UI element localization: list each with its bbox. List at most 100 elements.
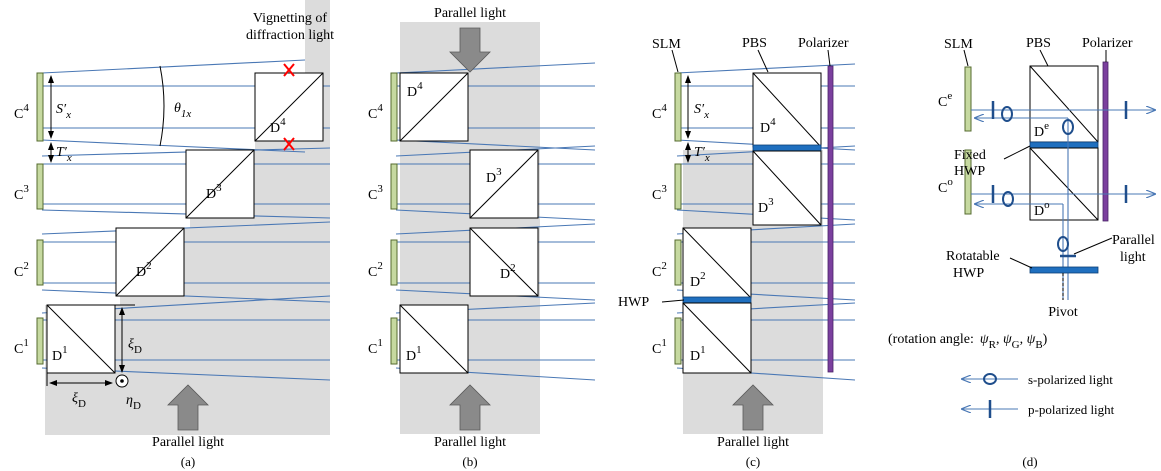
label-do: Do [1034,199,1050,219]
label-d4: D4 [270,116,286,136]
panel-c: SLM PBS Polarizer HWP C4 C3 C2 C1 D4 D3 … [618,36,856,469]
slm-c3 [36,163,44,210]
slm-label-c: SLM [652,37,681,52]
fixed-hwp [1029,141,1099,149]
slm-c-c1 [674,317,682,365]
label-c4: C4 [14,102,29,122]
label-b-d3: D3 [486,166,502,186]
theta-arc [159,65,165,147]
polarizer-d [1102,61,1109,222]
fixed-hwp-label-line1: Fixed [954,148,986,163]
legend-s-polarized: s-polarized light [962,372,1113,387]
parallel-light-arrow-down [449,27,491,73]
label-c-d1: D1 [690,344,706,364]
slm-c4 [36,72,44,142]
label-c-c4: C4 [652,102,667,122]
parallel-light-arrow-up-c [732,384,774,431]
top-label-b: Parallel light [434,6,506,21]
label-c-sx: S′x [694,102,709,121]
label-c-d2: D2 [690,270,706,290]
hwp-label-c: HWP [618,295,649,310]
legend-p-label: p-polarized light [1028,402,1115,417]
vignetting-label-line2: diffraction light [246,28,334,43]
polarizer-label-c: Polarizer [798,36,849,51]
label-co: Co [938,176,953,196]
hwp-c-top [752,144,822,152]
bottom-label-a: Parallel light [152,435,224,450]
polarizer-label-d: Polarizer [1082,36,1133,51]
label-d1: D1 [52,344,68,364]
slm-ce [964,66,972,132]
caption-d: (d) [1022,454,1037,469]
slm-b-c4 [390,72,398,142]
pbs-label-d: PBS [1026,36,1051,51]
parallel-light-label-line2: light [1120,250,1146,265]
label-theta: θ1x [174,101,191,120]
label-b-c1: C1 [368,337,383,357]
rotatable-hwp [1029,266,1099,274]
slm-co [964,149,972,215]
caption-a: (a) [181,454,195,469]
s-mark-e-vert [1062,119,1074,135]
label-c-c3: C3 [652,183,667,203]
slm-label-d: SLM [944,37,973,52]
rotatable-hwp-label-line1: Rotatable [946,249,1000,264]
slm-c1 [36,317,44,365]
label-c1: C1 [14,337,29,357]
label-ce: Ce [938,90,952,110]
label-c-c2: C2 [652,260,667,280]
label-c-d3: D3 [758,196,774,216]
slm-c-c2 [674,239,682,286]
caption-c: (c) [746,454,760,469]
panel-a: C4 C3 C2 C1 D4 D3 D2 D1 S′x T′x θ1x ξD ξ… [14,0,334,469]
bottom-label-c: Parallel light [717,435,789,450]
rotation-angle-label: (rotation angle: ψR, ψG, ψB) [888,332,1048,351]
slm-c-c4 [674,72,682,142]
fixed-hwp-label-line2: HWP [954,164,985,179]
label-b-d1: D1 [406,344,422,364]
label-eta: ηD [126,393,141,412]
label-c-tx: T′x [694,145,710,164]
parallel-light-arrow-up [167,384,209,431]
panel-d: SLM PBS Polarizer Ce Co De Do Fixed HWP … [888,36,1155,469]
slm-b-c1 [390,317,398,365]
parallel-light-label-line1: Parallel [1112,233,1155,248]
s-mark-vertical [1057,236,1069,252]
legend-s-icon [983,373,997,385]
label-c-c1: C1 [652,337,667,357]
vignetting-x-marks [283,63,295,151]
slm-c2 [36,239,44,286]
label-xi-horizontal: ξD [72,391,86,410]
hwp-c-bottom [682,296,752,304]
bottom-label-b: Parallel light [434,435,506,450]
parallel-light-arrow-up-b [449,384,491,431]
legend-s-label: s-polarized light [1028,372,1113,387]
label-b-c3: C3 [368,183,383,203]
panel-b: C4 C3 C2 C1 D4 D3 D2 D1 Parallel light P… [368,6,596,469]
label-b-c4: C4 [368,102,383,122]
label-sx: S′x [56,102,71,121]
pbs-label-c: PBS [742,36,767,51]
slm-c-c3 [674,163,682,210]
s-mark-e [1001,106,1013,122]
slm-b-c3 [390,163,398,210]
label-c3: C3 [14,183,29,203]
rotatable-hwp-label-line2: HWP [953,266,984,281]
legend-p-polarized: p-polarized light [962,400,1115,418]
caption-b: (b) [462,454,477,469]
pivot-label: Pivot [1048,305,1078,320]
label-b-c2: C2 [368,260,383,280]
label-c2: C2 [14,260,29,280]
label-d3: D3 [206,182,222,202]
vignetting-label-line1: Vignetting of [253,11,328,26]
slm-b-c2 [390,239,398,286]
s-mark-o [1002,191,1014,207]
label-de: De [1034,120,1049,140]
label-d2: D2 [136,260,152,280]
label-xi-vertical: ξD [128,337,142,356]
label-b-d2: D2 [500,262,516,282]
label-c-d4: D4 [760,116,776,136]
polarizer-c [827,65,834,373]
label-b-d4: D4 [407,80,423,100]
